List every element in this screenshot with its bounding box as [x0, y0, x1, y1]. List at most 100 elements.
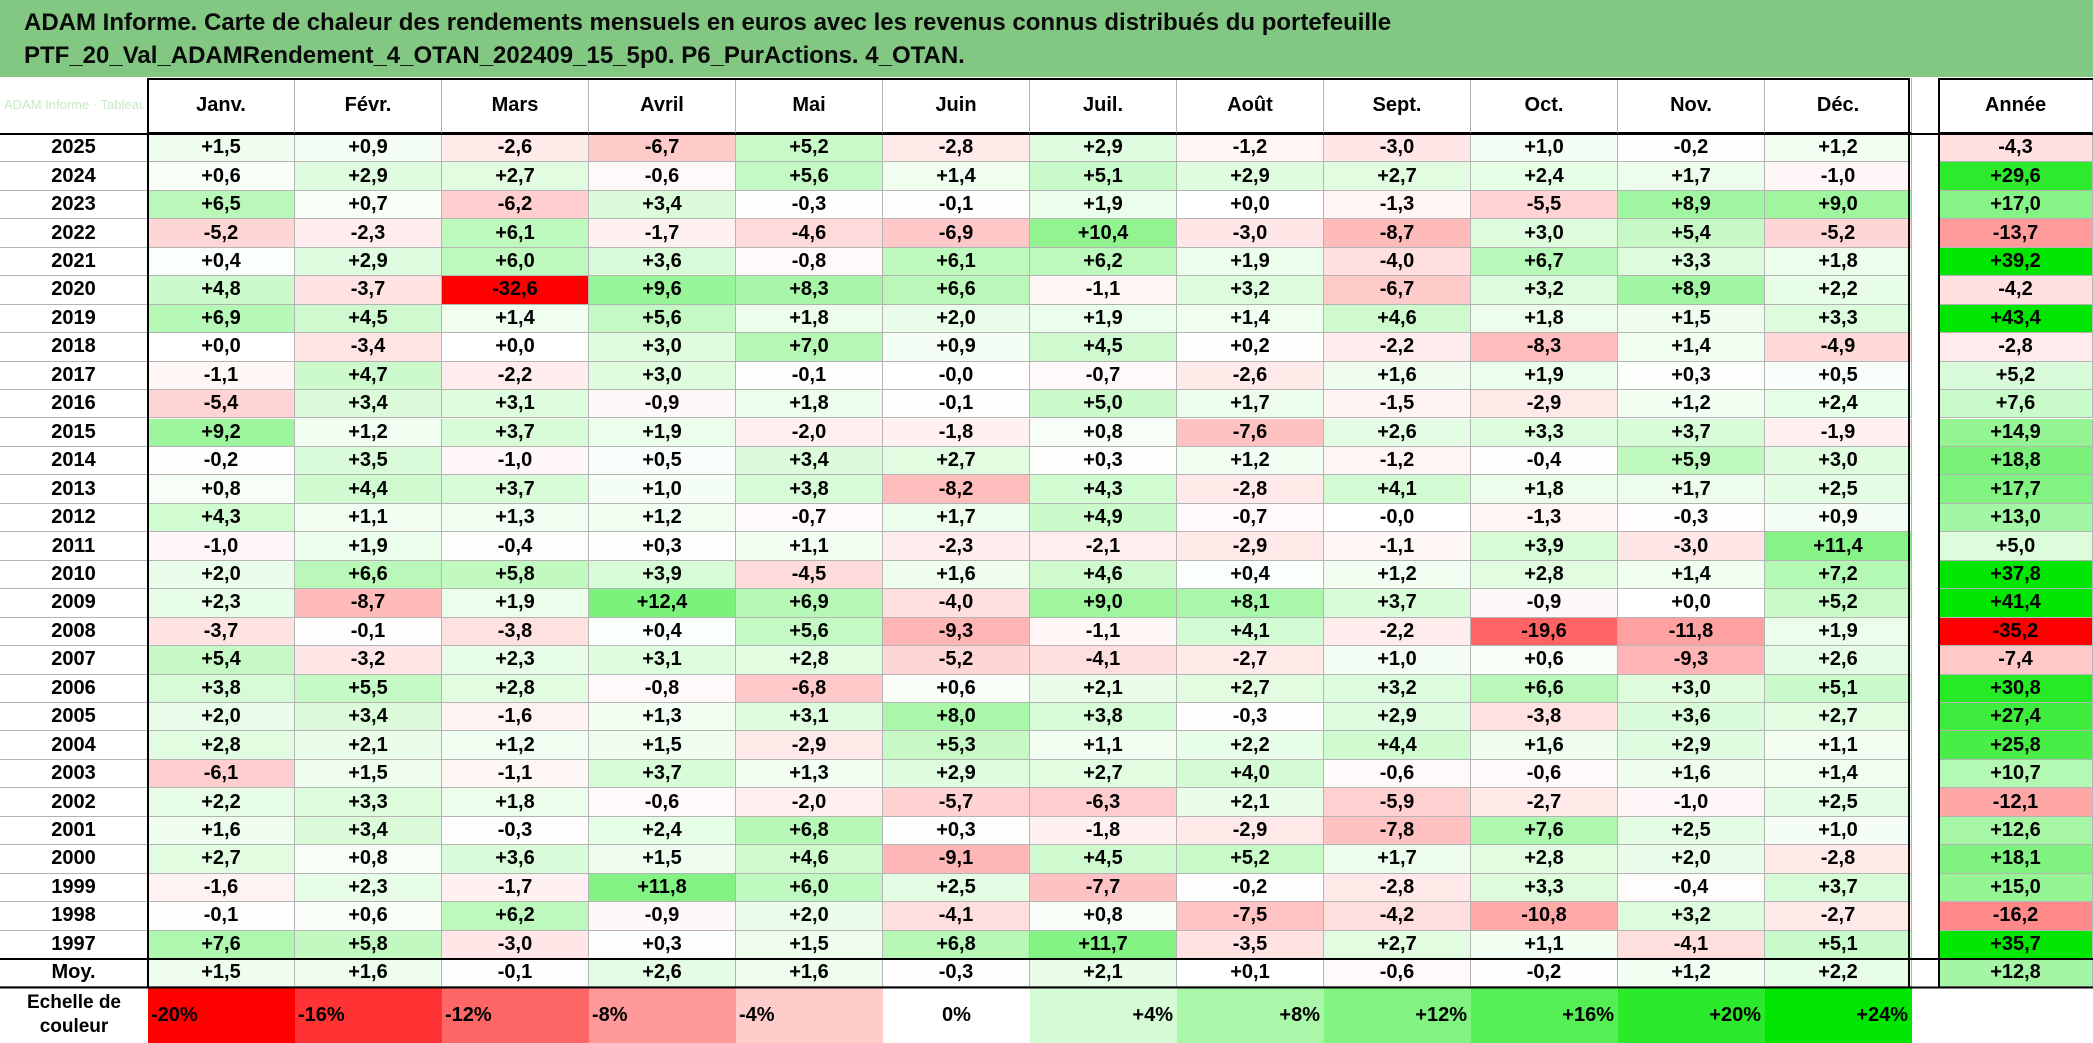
- heatmap-cell: +2,3: [148, 589, 295, 618]
- annual-cell: +5,0: [1939, 532, 2093, 561]
- row-year-label: 2001: [0, 816, 148, 846]
- row-year-label: 2020: [0, 276, 148, 305]
- heatmap-cell: +6,1: [883, 247, 1030, 277]
- heatmap-cell: +1,4: [1618, 333, 1765, 362]
- heatmap-cell: -5,2: [1765, 219, 1912, 248]
- heatmap-cell: +1,0: [1765, 816, 1912, 846]
- annual-cell: +35,7: [1939, 930, 2093, 960]
- heatmap-cell: +0,8: [295, 845, 442, 874]
- heatmap-cell: +5,5: [295, 674, 442, 703]
- scale-stop: +20%: [1618, 987, 1765, 1043]
- heatmap-cell: -0,1: [883, 390, 1030, 419]
- annual-cell: +17,7: [1939, 475, 2093, 504]
- heatmap-cell: -1,0: [442, 446, 589, 476]
- heatmap-cell: +2,7: [1324, 162, 1471, 191]
- heatmap-cell: -0,9: [589, 390, 736, 419]
- heatmap-cell: +1,2: [1765, 134, 1912, 163]
- heatmap-cell: +3,4: [295, 390, 442, 419]
- heatmap-cell: -7,7: [1030, 873, 1177, 903]
- heatmap-cell: +8,0: [883, 703, 1030, 732]
- heatmap-cell: +2,7: [883, 446, 1030, 476]
- heatmap-cell: +2,4: [1471, 162, 1618, 191]
- heatmap-cell: -9,3: [1618, 646, 1765, 675]
- heatmap-cell: +5,2: [1765, 589, 1912, 618]
- heatmap-cell: +0,3: [589, 532, 736, 561]
- row-year-label: 2003: [0, 759, 148, 789]
- heatmap-cell: -2,8: [883, 134, 1030, 163]
- heatmap-cell: +2,0: [1618, 845, 1765, 874]
- heatmap-cell: +1,5: [295, 759, 442, 789]
- heatmap-cell: +4,1: [1324, 475, 1471, 504]
- heatmap-cell: +1,9: [1471, 361, 1618, 391]
- row-year-label: 2023: [0, 190, 148, 220]
- heatmap-cell: +5,6: [736, 617, 883, 647]
- heatmap-cell: +2,7: [148, 845, 295, 874]
- heatmap-cell: +3,3: [295, 788, 442, 817]
- heatmap-cell: -2,9: [1471, 390, 1618, 419]
- heatmap-cell: +4,8: [148, 276, 295, 305]
- heatmap-cell: +0,3: [589, 930, 736, 960]
- column-header: Août: [1177, 78, 1324, 134]
- heatmap-cell: +1,2: [1177, 446, 1324, 476]
- heatmap-cell: +2,2: [1765, 276, 1912, 305]
- heatmap-cell: +8,9: [1618, 276, 1765, 305]
- heatmap-cell: +1,2: [589, 503, 736, 533]
- heatmap-cell: +1,9: [1765, 617, 1912, 647]
- heatmap-cell: +6,6: [1471, 674, 1618, 703]
- heatmap-cell: +1,8: [1765, 247, 1912, 277]
- column-header: Nov.: [1618, 78, 1765, 134]
- row-year-label: 2013: [0, 475, 148, 504]
- heatmap-cell: -1,1: [148, 361, 295, 391]
- heatmap-cell: -1,0: [1618, 788, 1765, 817]
- average-cell: -0,6: [1324, 959, 1471, 988]
- annual-cell: +27,4: [1939, 703, 2093, 732]
- heatmap-cell: +2,9: [295, 162, 442, 191]
- heatmap-cell: +1,6: [1618, 759, 1765, 789]
- heatmap-cell: +2,9: [295, 247, 442, 277]
- heatmap-cell: -2,2: [1324, 333, 1471, 362]
- heatmap-cell: +8,1: [1177, 589, 1324, 618]
- average-cell: -0,2: [1471, 959, 1618, 988]
- heatmap-cell: +0,2: [1177, 333, 1324, 362]
- heatmap-cell: +5,2: [736, 134, 883, 163]
- heatmap-cell: +5,6: [736, 162, 883, 191]
- heatmap-cell: +5,1: [1765, 674, 1912, 703]
- heatmap-cell: +4,3: [148, 503, 295, 533]
- heatmap-cell: +6,8: [883, 930, 1030, 960]
- heatmap-cell: -4,5: [736, 560, 883, 590]
- heatmap-cell: +1,2: [1618, 390, 1765, 419]
- heatmap-cell: +0,5: [589, 446, 736, 476]
- scale-stop: -12%: [442, 987, 589, 1043]
- heatmap-cell: -2,8: [1324, 873, 1471, 903]
- heatmap-cell: +3,4: [736, 446, 883, 476]
- heatmap-cell: -8,3: [1471, 333, 1618, 362]
- heatmap-cell: +0,8: [1030, 418, 1177, 447]
- heatmap-cell: +1,2: [295, 418, 442, 447]
- heatmap-cell: -0,8: [589, 674, 736, 703]
- heatmap-cell: -3,0: [1324, 134, 1471, 163]
- heatmap-cell: -0,3: [736, 190, 883, 220]
- annual-cell: +30,8: [1939, 674, 2093, 703]
- heatmap-cell: -0,1: [148, 902, 295, 931]
- heatmap-cell: +6,6: [295, 560, 442, 590]
- annual-cell: +13,0: [1939, 503, 2093, 533]
- heatmap-cell: -4,2: [1324, 902, 1471, 931]
- heatmap-cell: +0,4: [589, 617, 736, 647]
- heatmap-cell: -1,6: [442, 703, 589, 732]
- heatmap-cell: +3,7: [1765, 873, 1912, 903]
- heatmap-cell: +5,8: [295, 930, 442, 960]
- heatmap-cell: -0,4: [1471, 446, 1618, 476]
- scale-stop: -16%: [295, 987, 442, 1043]
- heatmap-cell: -6,7: [1324, 276, 1471, 305]
- heatmap-cell: +1,1: [1471, 930, 1618, 960]
- heatmap-cell: +2,8: [442, 674, 589, 703]
- heatmap-cell: +5,0: [1030, 390, 1177, 419]
- heatmap-cell: -5,4: [148, 390, 295, 419]
- heatmap-cell: +0,8: [1030, 902, 1177, 931]
- annual-cell: +25,8: [1939, 731, 2093, 760]
- heatmap-cell: +1,6: [1471, 731, 1618, 760]
- heatmap-cell: +1,4: [1765, 759, 1912, 789]
- row-year-label: 2015: [0, 418, 148, 447]
- heatmap-cell: -4,6: [736, 219, 883, 248]
- heatmap-cell: -5,9: [1324, 788, 1471, 817]
